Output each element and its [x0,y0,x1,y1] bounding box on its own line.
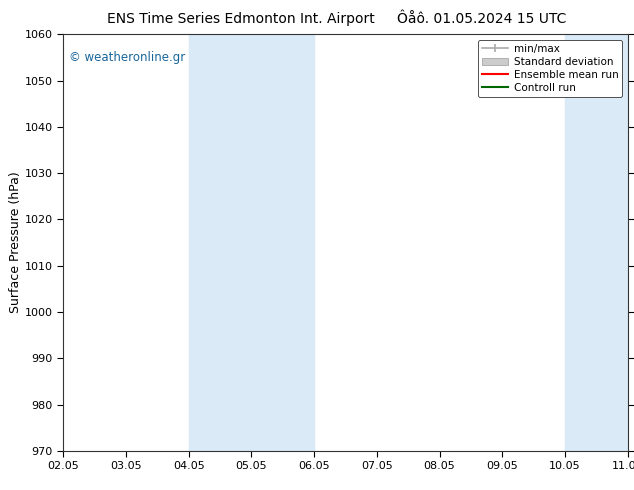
Text: Ôåô. 01.05.2024 15 UTC: Ôåô. 01.05.2024 15 UTC [397,12,567,26]
Text: © weatheronline.gr: © weatheronline.gr [69,51,185,64]
Bar [189,34,314,451]
Bar [565,34,628,451]
Legend: min/max, Standard deviation, Ensemble mean run, Controll run: min/max, Standard deviation, Ensemble me… [478,40,623,97]
Y-axis label: Surface Pressure (hPa): Surface Pressure (hPa) [9,172,22,314]
Text: ENS Time Series Edmonton Int. Airport: ENS Time Series Edmonton Int. Airport [107,12,375,26]
